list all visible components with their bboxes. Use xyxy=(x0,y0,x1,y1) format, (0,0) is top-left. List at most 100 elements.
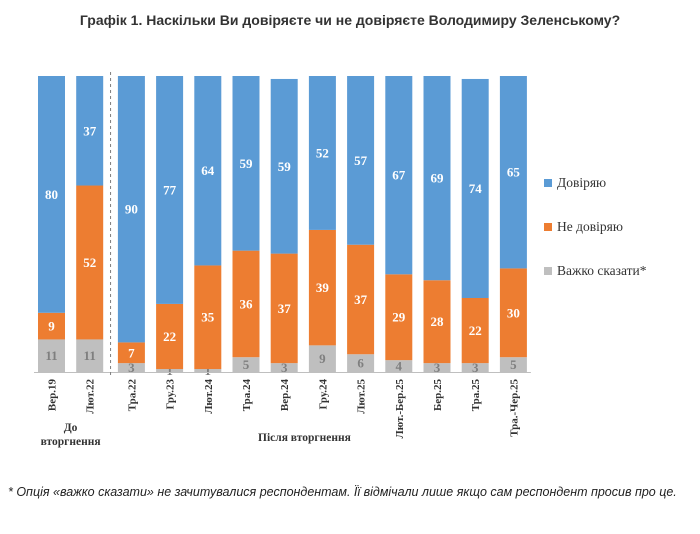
bar-важко-сказати-5 xyxy=(232,357,260,372)
value-label-не-довіряю-9: 29 xyxy=(392,310,406,325)
bar-довіряю-12 xyxy=(499,76,527,269)
value-label-довіряю-2: 90 xyxy=(125,202,138,217)
bar-довіряю-6 xyxy=(270,78,298,254)
legend-label-не-довіряю: Не довіряю xyxy=(557,219,623,234)
x-tick-label-10: Бер.25 xyxy=(432,379,444,412)
value-label-довіряю-0: 80 xyxy=(45,187,58,202)
bar-важко-сказати-1 xyxy=(76,339,104,372)
bars-layer: 1198011523737901227713564536593375993952… xyxy=(38,76,527,378)
x-tick-label-9: Лют.-Бер.25 xyxy=(394,379,406,439)
value-label-важко-сказати-5: 5 xyxy=(243,357,250,372)
group-label-before: До вторгнення xyxy=(41,422,101,448)
value-label-важко-сказати-6: 3 xyxy=(281,360,288,375)
bar-не-довіряю-3 xyxy=(156,303,184,370)
x-tick-label-8: Лют.25 xyxy=(356,379,368,414)
value-label-не-довіряю-8: 37 xyxy=(354,292,368,307)
legend: Довіряю Не довіряю Важко сказати* xyxy=(544,175,647,278)
value-label-довіряю-9: 67 xyxy=(392,168,406,183)
bar-довіряю-11 xyxy=(461,78,489,299)
bar-не-довіряю-6 xyxy=(270,253,298,364)
value-label-не-довіряю-2: 7 xyxy=(128,345,135,360)
x-tick-label-2: Тра.22 xyxy=(126,379,138,412)
bar-важко-сказати-7 xyxy=(308,345,336,372)
legend-label-важко-сказати: Важко сказати* xyxy=(557,263,647,278)
bar-довіряю-3 xyxy=(156,76,184,304)
bar-важко-сказати-11 xyxy=(461,363,489,372)
bar-не-довіряю-7 xyxy=(308,229,336,346)
bar-довіряю-2 xyxy=(117,76,145,343)
x-tick-label-1: Лют.22 xyxy=(85,379,97,414)
value-label-важко-сказати-7: 9 xyxy=(319,351,326,366)
value-label-важко-сказати-1: 11 xyxy=(84,348,96,363)
value-label-важко-сказати-10: 3 xyxy=(434,360,441,375)
bar-важко-сказати-2 xyxy=(117,363,145,372)
group-label-after: Після вторгнення xyxy=(258,432,351,444)
value-label-важко-сказати-3: 1 xyxy=(166,363,173,378)
x-tick-label-0: Вер.19 xyxy=(47,379,59,412)
value-label-важко-сказати-11: 3 xyxy=(472,360,479,375)
value-label-не-довіряю-6: 37 xyxy=(278,301,292,316)
value-label-не-довіряю-7: 39 xyxy=(316,280,330,295)
bar-не-довіряю-9 xyxy=(385,274,413,361)
bar-довіряю-4 xyxy=(194,76,222,266)
legend-swatch-довіряю xyxy=(544,179,552,187)
value-label-не-довіряю-0: 9 xyxy=(48,319,55,334)
value-label-довіряю-7: 52 xyxy=(316,145,329,160)
bar-не-довіряю-10 xyxy=(423,280,451,364)
value-label-довіряю-11: 74 xyxy=(469,181,483,196)
bar-не-довіряю-0 xyxy=(38,312,65,340)
value-label-довіряю-4: 64 xyxy=(201,163,215,178)
value-label-довіряю-1: 37 xyxy=(83,123,97,138)
bar-не-довіряю-12 xyxy=(499,268,527,358)
bar-не-довіряю-8 xyxy=(347,244,375,355)
bar-не-довіряю-2 xyxy=(117,342,145,364)
value-label-важко-сказати-2: 3 xyxy=(128,360,135,375)
bar-важко-сказати-3 xyxy=(156,369,184,372)
legend-swatch-важко-сказати xyxy=(544,267,552,275)
x-tick-label-7: Гру.24 xyxy=(317,379,329,410)
value-label-довіряю-5: 59 xyxy=(240,156,254,171)
value-label-довіряю-8: 57 xyxy=(354,153,368,168)
bar-довіряю-0 xyxy=(38,76,65,313)
bar-довіряю-10 xyxy=(423,76,451,281)
bar-важко-сказати-6 xyxy=(270,363,298,372)
value-label-довіряю-3: 77 xyxy=(163,182,177,197)
chart-title: Графік 1. Наскільки Ви довіряєте чи не д… xyxy=(79,12,621,28)
bar-важко-сказати-12 xyxy=(499,357,527,372)
bar-не-довіряю-11 xyxy=(461,298,489,364)
x-tick-label-12: Тра.-Чер.25 xyxy=(508,379,520,437)
x-tick-label-11: Тра.25 xyxy=(470,379,482,412)
bar-важко-сказати-10 xyxy=(423,363,451,372)
value-label-довіряю-12: 65 xyxy=(507,165,521,180)
legend-swatch-не-довіряю xyxy=(544,223,552,231)
bar-довіряю-1 xyxy=(76,76,104,186)
x-tick-label-5: Тра.24 xyxy=(241,379,253,412)
x-tick-label-3: Гру.23 xyxy=(165,379,177,410)
value-label-не-довіряю-4: 35 xyxy=(201,310,215,325)
value-label-важко-сказати-12: 5 xyxy=(510,357,517,372)
value-label-важко-сказати-9: 4 xyxy=(396,359,403,374)
bar-не-довіряю-4 xyxy=(194,265,222,370)
bar-важко-сказати-4 xyxy=(194,369,222,372)
x-tick-label-4: Лют.24 xyxy=(203,379,215,414)
bar-важко-сказати-0 xyxy=(38,339,65,372)
value-label-не-довіряю-11: 22 xyxy=(469,323,482,338)
bar-важко-сказати-9 xyxy=(385,360,413,372)
bar-довіряю-5 xyxy=(232,76,260,251)
bar-важко-сказати-8 xyxy=(347,354,375,372)
bar-довіряю-7 xyxy=(308,76,336,230)
value-label-важко-сказати-8: 6 xyxy=(357,356,364,371)
group-labels: До вторгнення Після вторгнення xyxy=(41,422,351,448)
legend-label-довіряю: Довіряю xyxy=(557,175,606,190)
value-label-не-довіряю-12: 30 xyxy=(507,305,520,320)
bar-не-довіряю-1 xyxy=(76,185,104,340)
value-label-не-довіряю-5: 36 xyxy=(240,296,254,311)
value-label-не-довіряю-3: 22 xyxy=(163,329,176,344)
footnote: * Опція «важко сказати» не зачитувалися … xyxy=(8,485,677,499)
value-label-важко-сказати-0: 11 xyxy=(45,348,57,363)
x-axis: Вер.19 Лют.22 Тра.22 Гру.23 Лют.24 Тра.24 Вер.… xyxy=(34,72,531,438)
value-label-важко-сказати-4: 1 xyxy=(205,363,212,378)
value-label-довіряю-6: 59 xyxy=(278,159,292,174)
x-tick-label-6: Вер.24 xyxy=(279,379,291,412)
